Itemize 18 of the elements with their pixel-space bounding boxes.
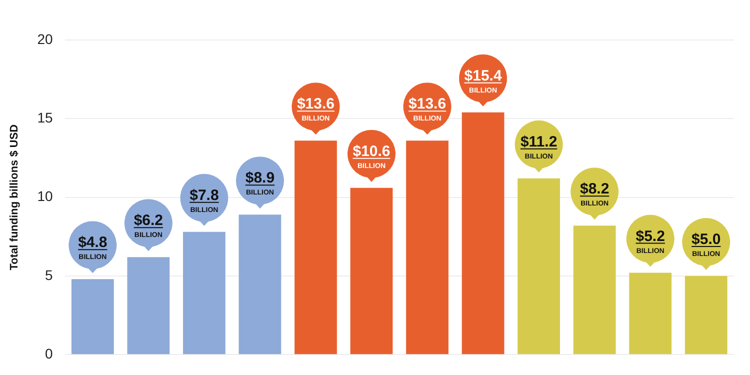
y-tick-label: 15 <box>37 110 53 126</box>
bar <box>629 272 672 354</box>
bar <box>238 214 282 354</box>
bar <box>350 188 393 354</box>
bar <box>573 226 616 354</box>
bar <box>406 140 448 354</box>
y-tick-label: 10 <box>37 188 53 204</box>
y-tick-label: 0 <box>44 345 53 362</box>
bar <box>183 232 226 354</box>
bar <box>684 276 728 354</box>
bar <box>294 140 337 354</box>
bar <box>127 257 170 354</box>
bar <box>71 279 114 354</box>
bar <box>462 112 504 354</box>
y-tick-label: 5 <box>44 266 53 283</box>
y-axis-title: Total funding billions $ USD <box>8 124 21 270</box>
y-tick-label: 20 <box>37 30 53 47</box>
bar <box>518 178 560 354</box>
